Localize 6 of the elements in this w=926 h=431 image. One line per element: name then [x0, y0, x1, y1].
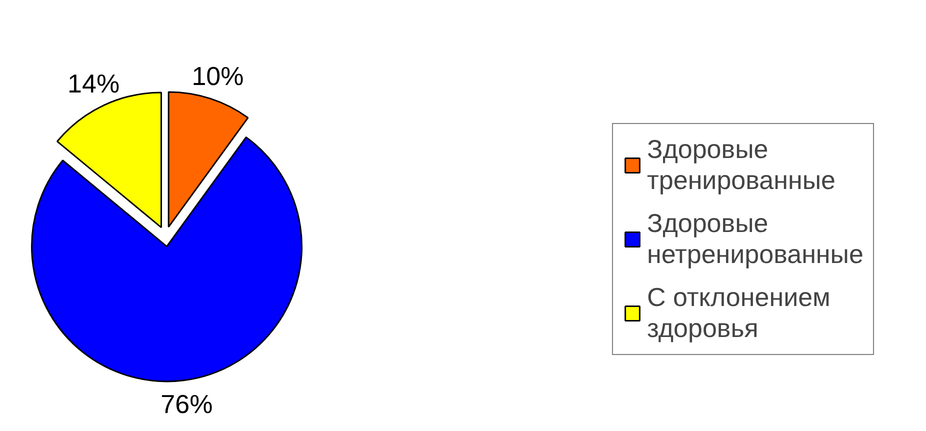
legend-label: Здоровые тренированные	[647, 134, 836, 196]
data-label: 10%	[192, 60, 244, 91]
data-label: 14%	[68, 68, 120, 99]
legend-label: Здоровые нетренированные	[647, 208, 864, 270]
data-label: 76%	[160, 389, 213, 420]
legend-label: С отклонением здоровья	[647, 282, 830, 344]
